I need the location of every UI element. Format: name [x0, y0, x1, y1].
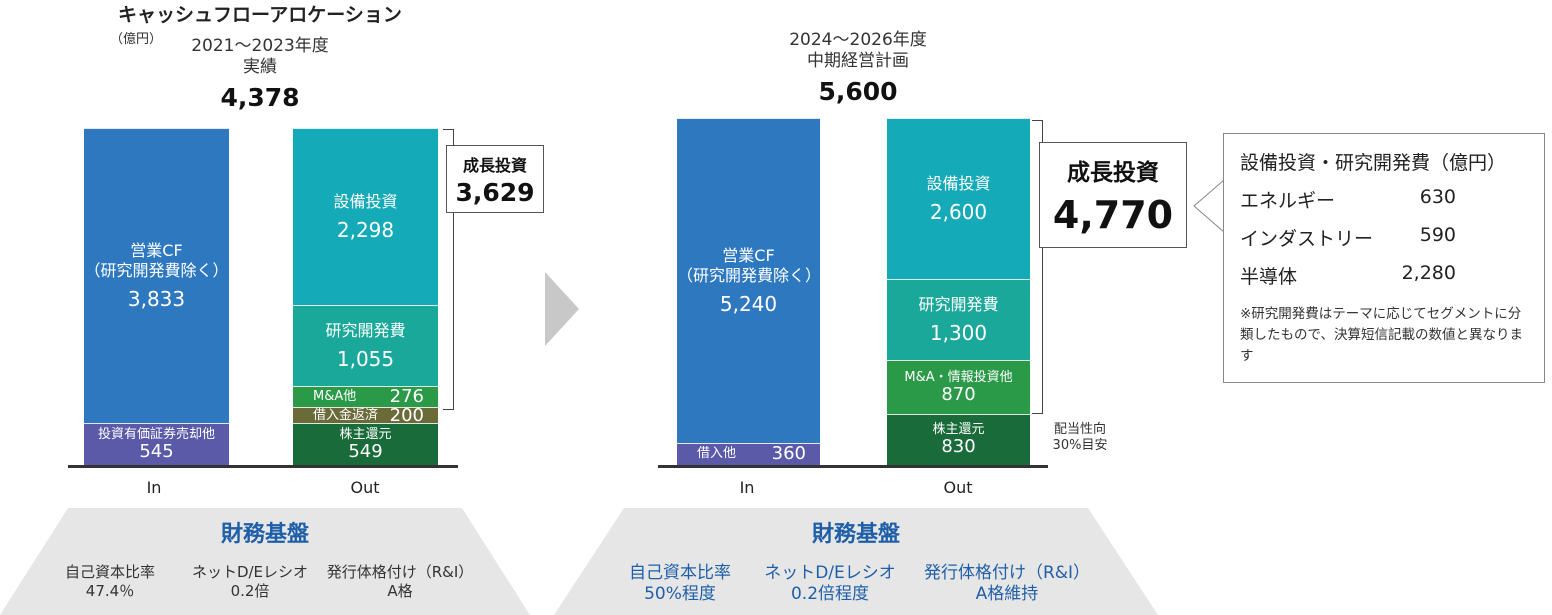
right-baseline: [658, 465, 1048, 468]
left-growth-label: 成長投資: [462, 156, 527, 175]
fin-item-label: 自己資本比率: [629, 563, 731, 583]
chart-title: キャッシュフローアロケーション: [118, 4, 402, 26]
right-financial-base-bg: [554, 508, 1158, 615]
fin-item-value: 0.2倍程度: [790, 584, 870, 604]
segment-value: 3,833: [127, 287, 186, 312]
left-financial-base: 財務基盤 自己資本比率 47.4％ ネットD/Eレシオ 0.2倍 発行体格付け（…: [0, 508, 530, 615]
segment-value: 1,055: [336, 346, 395, 371]
in-bar-segment: 営業CF （研究開発費除く） 3,833: [84, 128, 229, 424]
out-bar-segment: M&A・情報投資他 870: [887, 359, 1030, 414]
breakdown-note: ※研究開発費はテーマに応じてセグメントに分類したもので、決算短信記載の数値と異な…: [1240, 306, 1523, 364]
segment-name: 借入金返済: [313, 407, 379, 423]
transition-arrow-icon: [545, 272, 579, 346]
right-rating: 発行体格付け（R&I） A格維持: [912, 563, 1102, 605]
fin-item-label: ネットD/Eレシオ: [191, 563, 309, 581]
segment-name: 営業CF （研究開発費除く）: [84, 241, 229, 281]
dividend-note: 配当性向 30%目安: [1052, 422, 1108, 453]
fin-item-value: A格維持: [975, 584, 1039, 604]
segment-name: 研究開発費: [918, 294, 999, 314]
segment-value: 200: [389, 404, 424, 426]
left-growth-bracket: [443, 129, 454, 410]
breakdown-row-name: エネルギー: [1240, 190, 1336, 212]
left-de-ratio: ネットD/Eレシオ 0.2倍: [175, 563, 325, 601]
segment-name: M&A・情報投資他: [904, 369, 1013, 385]
right-period: 2024〜2026年度: [789, 30, 927, 50]
fin-item-value: A格: [387, 582, 413, 600]
segment-name: M&A他: [313, 389, 357, 405]
right-financial-title: 財務基盤: [811, 522, 900, 547]
segment-value: 5,240: [719, 291, 778, 316]
breakdown-row-value: 590: [1419, 224, 1456, 246]
out-bar-segment: 株主還元 830: [887, 413, 1030, 465]
out-bar-segment: 研究開発費 1,300: [887, 279, 1030, 360]
right-growth-bracket: [1032, 120, 1043, 414]
segment-name: 投資有価証券売却他: [97, 427, 215, 443]
right-growth-value: 4,770: [1052, 193, 1174, 237]
fin-item-label: 発行体格付け（R&I）: [923, 563, 1091, 583]
segment-name: 設備投資: [333, 191, 398, 211]
left-financial-base-bg: [0, 508, 530, 615]
segment-name: 営業CF （研究開発費除く）: [677, 245, 822, 285]
out-bar-segment: M&A他 276: [293, 386, 438, 408]
left-equity-ratio: 自己資本比率 47.4％: [40, 563, 180, 601]
right-de-ratio: ネットD/Eレシオ 0.2倍程度: [750, 563, 910, 605]
out-bar-segment: 設備投資 2,298: [293, 128, 438, 305]
breakdown-row-name: インダストリー: [1240, 228, 1374, 250]
left-growth-box: 成長投資 3,629: [446, 145, 544, 213]
left-total: 4,378: [220, 83, 300, 112]
segment-value: 2,600: [929, 200, 988, 225]
segment-value: 276: [389, 386, 424, 408]
right-in-label: In: [739, 478, 755, 497]
out-bar-segment: 研究開発費 1,055: [293, 304, 438, 387]
left-out-label: Out: [350, 478, 380, 497]
segment-value: 549: [348, 440, 383, 462]
left-label: 実績: [243, 57, 277, 77]
segment-name: 研究開発費: [325, 320, 406, 340]
in-bar-segment: 借入他 360: [677, 442, 820, 465]
right-out-label: Out: [943, 478, 973, 497]
segment-name: 株主還元: [339, 426, 392, 442]
left-in-label: In: [146, 478, 162, 497]
right-header: 2024〜2026年度 中期経営計画 5,600: [758, 30, 958, 108]
breakdown-row-value: 630: [1419, 186, 1456, 208]
right-growth-box: 成長投資 4,770: [1039, 142, 1187, 248]
right-total: 5,600: [818, 77, 898, 106]
left-rating: 発行体格付け（R&I） A格: [320, 563, 480, 601]
breakdown-title: 設備投資・研究開発費（億円）: [1240, 152, 1507, 174]
in-bar-segment: 営業CF （研究開発費除く） 5,240: [677, 118, 822, 443]
segment-name: 借入他: [697, 446, 737, 462]
fin-item-value: 50%程度: [644, 584, 716, 604]
fin-item-label: 発行体格付け（R&I）: [326, 563, 474, 581]
fin-item-label: 自己資本比率: [64, 563, 155, 581]
segment-name: 設備投資: [926, 174, 991, 194]
segment-value: 1,300: [929, 320, 988, 345]
left-baseline: [68, 465, 458, 468]
breakdown-box: 設備投資・研究開発費（億円） エネルギー 630 インダストリー 590 半導体…: [1223, 133, 1545, 383]
out-bar-segment: 株主還元 549: [293, 422, 438, 465]
breakdown-row-value: 2,280: [1401, 262, 1456, 284]
segment-value: 870: [941, 383, 976, 405]
right-label: 中期経営計画: [807, 51, 909, 71]
segment-name: 株主還元: [932, 422, 985, 438]
left-financial-title: 財務基盤: [220, 522, 309, 547]
left-header: 2021〜2023年度 実績 4,378: [160, 36, 360, 114]
right-equity-ratio: 自己資本比率 50%程度: [610, 563, 750, 605]
fin-item-value: 0.2倍: [230, 582, 270, 600]
right-financial-base: 財務基盤 自己資本比率 50%程度 ネットD/Eレシオ 0.2倍程度 発行体格付…: [554, 508, 1158, 615]
fin-item-value: 47.4％: [85, 582, 135, 600]
segment-value: 545: [139, 441, 174, 463]
unit-label: （億円）: [110, 32, 163, 47]
in-bar-segment: 投資有価証券売却他 545: [84, 423, 229, 465]
breakdown-row-name: 半導体: [1240, 266, 1298, 288]
left-growth-value: 3,629: [455, 178, 535, 207]
left-period: 2021〜2023年度: [191, 36, 329, 56]
fin-item-label: ネットD/Eレシオ: [764, 563, 896, 583]
segment-value: 2,298: [336, 217, 395, 242]
segment-value: 830: [941, 436, 976, 458]
right-growth-label: 成長投資: [1067, 160, 1159, 186]
out-bar-segment: 借入金返済 200: [293, 404, 438, 426]
segment-value: 360: [771, 443, 806, 465]
out-bar-segment: 設備投資 2,600: [887, 118, 1030, 280]
